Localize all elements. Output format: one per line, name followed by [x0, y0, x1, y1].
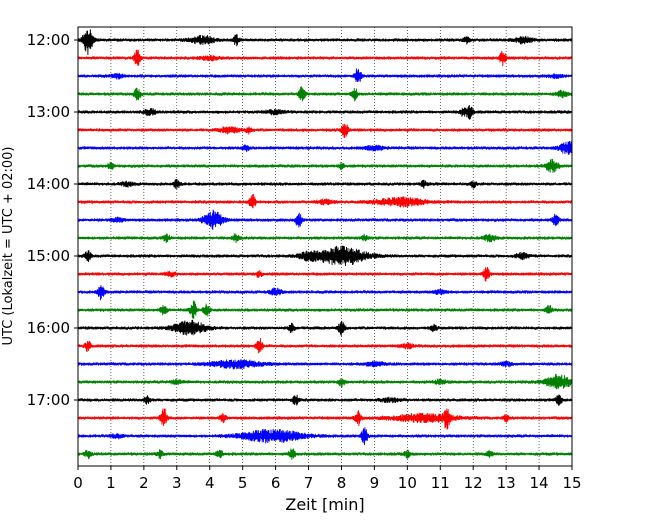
seismic-trace — [77, 245, 573, 266]
x-tick-label: 3 — [172, 474, 182, 492]
seismic-trace — [77, 141, 573, 155]
seismic-trace — [77, 123, 573, 138]
plot-frame — [77, 26, 573, 467]
x-tick-label: 13 — [497, 474, 516, 492]
seismic-trace — [77, 29, 573, 55]
x-tick-label: 9 — [370, 474, 380, 492]
x-axis-label: Zeit [min] — [285, 495, 364, 514]
y-tick-label: 15:00 — [27, 247, 70, 265]
seismic-trace — [77, 209, 573, 230]
seismic-trace — [77, 285, 573, 301]
grid-lines — [110, 27, 540, 466]
seismic-trace — [77, 319, 573, 336]
seismic-trace — [77, 178, 573, 190]
y-tick-label: 17:00 — [27, 391, 70, 409]
seismic-trace — [77, 158, 573, 173]
seismic-trace — [77, 266, 573, 282]
seismic-trace — [77, 427, 573, 445]
y-axis-label: UTC (Lokalzeit = UTC + 02:00) — [1, 147, 16, 346]
x-tick-label: 1 — [106, 474, 116, 492]
x-axis: 0 1 2 3 4 5 6 7 8 9 10 11 12 13 14 15 — [73, 466, 582, 492]
x-tick-label: 2 — [139, 474, 149, 492]
seismic-trace — [77, 68, 573, 83]
seismic-trace — [77, 337, 573, 354]
x-tick-label: 5 — [238, 474, 248, 492]
y-tick-label: 12:00 — [27, 31, 70, 49]
y-axis: 12:00 13:00 14:00 15:00 16:00 17:00 — [27, 31, 78, 409]
x-tick-label: 8 — [337, 474, 347, 492]
x-tick-label: 12 — [464, 474, 483, 492]
y-tick-label: 14:00 — [27, 175, 70, 193]
seismic-trace — [77, 359, 573, 370]
x-tick-label: 7 — [304, 474, 314, 492]
seismic-trace — [77, 193, 573, 209]
seismic-trace — [77, 394, 573, 406]
seismic-trace — [77, 105, 573, 120]
trace-rows — [77, 29, 573, 460]
x-tick-label: 14 — [530, 474, 549, 492]
y-tick-label: 16:00 — [27, 319, 70, 337]
seismic-trace — [77, 373, 573, 390]
seismic-trace — [77, 408, 573, 430]
x-tick-label: 15 — [562, 474, 581, 492]
seismic-trace — [77, 448, 573, 460]
y-tick-label: 13:00 — [27, 103, 70, 121]
x-tick-label: 11 — [431, 474, 450, 492]
x-tick-label: 0 — [73, 474, 83, 492]
x-tick-label: 4 — [205, 474, 215, 492]
seismic-trace — [77, 49, 573, 67]
x-tick-label: 6 — [271, 474, 281, 492]
seismic-trace — [77, 300, 573, 319]
seismic-trace — [77, 233, 573, 244]
x-tick-label: 10 — [398, 474, 417, 492]
seismic-trace — [77, 86, 573, 102]
